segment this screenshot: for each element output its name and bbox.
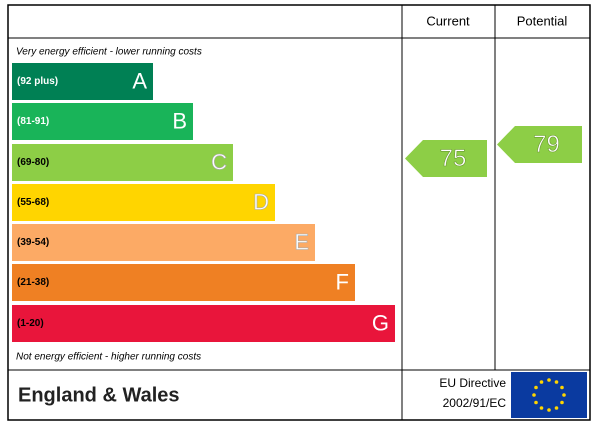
band-range: (39-54) — [17, 237, 49, 248]
directive: 2002/91/EC — [443, 396, 507, 410]
potential-header: Potential — [517, 13, 568, 28]
directive: EU Directive — [439, 376, 506, 390]
band-letter: G — [372, 310, 389, 335]
top-note: Very energy efficient - lower running co… — [16, 47, 202, 58]
band — [12, 144, 233, 181]
band-range: (1-20) — [17, 318, 44, 329]
eu-star — [539, 380, 544, 384]
eu-star — [560, 400, 564, 405]
band — [12, 305, 395, 342]
band — [12, 63, 153, 100]
band-range: (69-80) — [17, 157, 49, 168]
eu-star — [562, 393, 566, 397]
potential-arrow — [497, 126, 582, 163]
bottom-note: Not energy efficient - higher running co… — [16, 352, 201, 363]
band-letter: D — [253, 189, 269, 214]
eu-star — [560, 385, 564, 390]
band-letter: C — [211, 149, 227, 174]
eu-star — [547, 408, 551, 412]
band-range: (92 plus) — [17, 76, 58, 87]
band — [12, 103, 193, 140]
band-letter: A — [132, 68, 147, 93]
frame — [7, 4, 591, 421]
band — [12, 264, 355, 301]
eu-star — [534, 385, 538, 390]
current-value: 75 — [440, 145, 467, 172]
band-letter: B — [172, 108, 187, 133]
eu-stars — [532, 378, 566, 412]
band-letter: F — [336, 269, 349, 294]
band — [12, 184, 275, 221]
potential-value: 79 — [533, 131, 560, 158]
eu-star — [532, 393, 536, 397]
region: England & Wales — [18, 384, 180, 406]
band-range: (81-91) — [17, 116, 49, 127]
band-range: (21-38) — [17, 277, 49, 288]
current-header: Current — [426, 13, 470, 28]
eu-star — [554, 406, 559, 410]
current-arrow — [405, 140, 487, 177]
eu-star — [547, 378, 551, 382]
eu-star — [539, 406, 544, 410]
band-range: (55-68) — [17, 197, 49, 208]
band-letter: E — [294, 229, 309, 254]
eu-star — [554, 380, 559, 384]
band — [12, 224, 315, 261]
eu-star — [534, 400, 538, 405]
